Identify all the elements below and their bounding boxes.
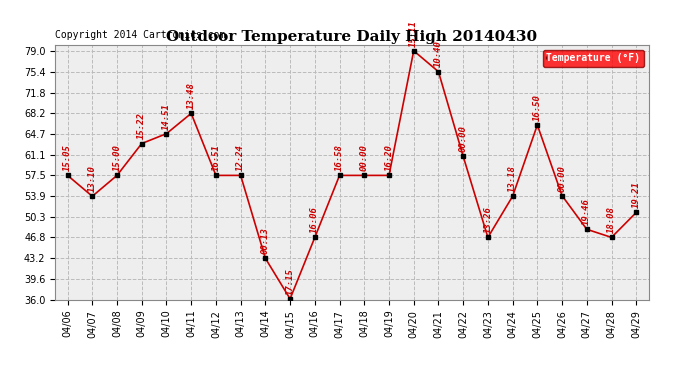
Text: 16:50: 16:50 bbox=[533, 94, 542, 121]
Text: 16:20: 16:20 bbox=[384, 144, 393, 171]
Text: 00:13: 00:13 bbox=[261, 227, 270, 254]
Text: 19:21: 19:21 bbox=[632, 182, 641, 209]
Title: Outdoor Temperature Daily High 20140430: Outdoor Temperature Daily High 20140430 bbox=[166, 30, 538, 44]
Text: 13:48: 13:48 bbox=[187, 82, 196, 109]
Legend: Temperature (°F): Temperature (°F) bbox=[543, 50, 644, 67]
Text: 18:08: 18:08 bbox=[607, 206, 616, 233]
Text: 00:00: 00:00 bbox=[459, 125, 468, 152]
Text: 10:40: 10:40 bbox=[434, 40, 443, 68]
Text: 15:00: 15:00 bbox=[112, 144, 121, 171]
Text: 13:26: 13:26 bbox=[484, 206, 493, 233]
Text: 00:00: 00:00 bbox=[558, 165, 566, 192]
Text: 12:24: 12:24 bbox=[236, 144, 245, 171]
Text: 13:10: 13:10 bbox=[88, 165, 97, 192]
Text: 16:58: 16:58 bbox=[335, 144, 344, 171]
Text: 15:11: 15:11 bbox=[409, 20, 418, 46]
Text: 19:46: 19:46 bbox=[582, 198, 591, 225]
Text: Copyright 2014 Cartronics.com: Copyright 2014 Cartronics.com bbox=[55, 30, 226, 40]
Text: 14:51: 14:51 bbox=[162, 103, 171, 129]
Text: 16:06: 16:06 bbox=[310, 206, 319, 233]
Text: 17:15: 17:15 bbox=[286, 268, 295, 295]
Text: 15:05: 15:05 bbox=[63, 144, 72, 171]
Text: 00:00: 00:00 bbox=[359, 144, 368, 171]
Text: 13:18: 13:18 bbox=[508, 165, 517, 192]
Text: 16:51: 16:51 bbox=[211, 144, 220, 171]
Text: 15:22: 15:22 bbox=[137, 112, 146, 140]
